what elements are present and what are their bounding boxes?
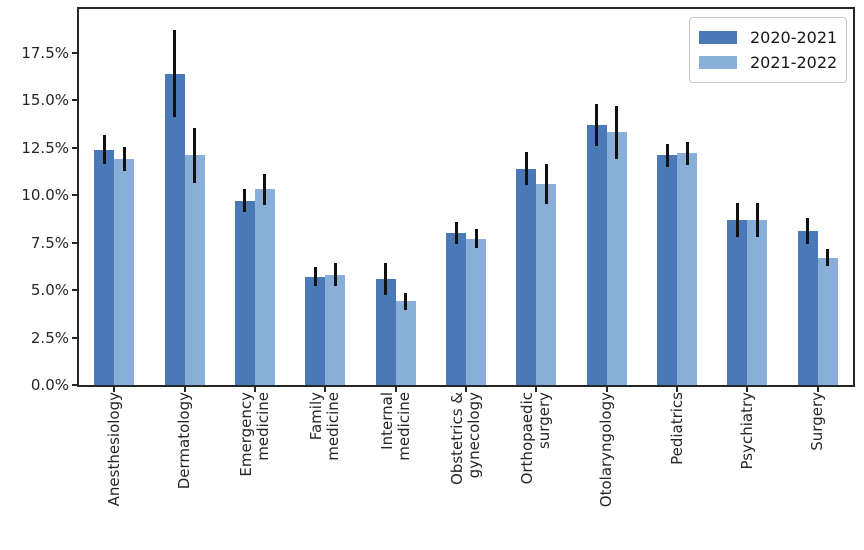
x-tick-label: Obstetrics & gynecology bbox=[448, 392, 483, 485]
x-tick-label: Orthopaedic surgery bbox=[518, 392, 554, 485]
error-bar bbox=[193, 127, 197, 183]
x-tick-label: Emergency medicine bbox=[236, 392, 272, 477]
bar-2021-2022-dermatology bbox=[184, 155, 205, 385]
bar-2020-2021-otolaryngology bbox=[586, 124, 607, 385]
x-tick-mark bbox=[253, 387, 256, 392]
bar-2020-2021-emergency-medicine bbox=[234, 200, 255, 385]
bar-2021-2022-anesthesiology bbox=[114, 159, 135, 385]
y-tick-mark bbox=[72, 336, 79, 339]
y-tick-label: 5.0% bbox=[30, 281, 69, 300]
bar-2021-2022-psychiatry bbox=[747, 219, 768, 385]
y-tick-mark bbox=[72, 146, 79, 149]
error-bar bbox=[263, 174, 267, 205]
x-tick-mark bbox=[113, 387, 116, 392]
x-tick-label: Surgery bbox=[808, 392, 827, 451]
y-tick-mark bbox=[72, 289, 79, 292]
y-tick-label: 17.5% bbox=[21, 43, 69, 62]
y-tick-label: 10.0% bbox=[21, 186, 69, 205]
bar-2020-2021-psychiatry bbox=[727, 219, 748, 385]
x-tick-label: Dermatology bbox=[175, 392, 194, 490]
x-tick-label: Psychiatry bbox=[737, 392, 756, 470]
error-bar bbox=[806, 217, 810, 245]
x-tick-label: Otolaryngology bbox=[597, 392, 616, 508]
y-tick-mark bbox=[72, 241, 79, 244]
error-bar bbox=[404, 292, 408, 310]
y-tick-label: 0.0% bbox=[30, 376, 69, 394]
y-tick-mark bbox=[72, 384, 79, 386]
legend: 2020-2021 2021-2022 bbox=[689, 17, 847, 83]
error-bar bbox=[122, 146, 126, 172]
error-bar bbox=[735, 202, 739, 237]
x-tick-label: Family medicine bbox=[307, 392, 343, 461]
error-bar bbox=[243, 189, 247, 213]
error-bar bbox=[665, 143, 669, 167]
error-bar bbox=[313, 267, 317, 287]
legend-swatch-2020-2021 bbox=[699, 31, 737, 44]
x-tick-label: Pediatrics bbox=[667, 392, 686, 465]
error-bar bbox=[685, 141, 689, 165]
error-bar bbox=[474, 229, 478, 249]
bar-2021-2022-internal-medicine bbox=[395, 301, 416, 385]
x-tick-mark bbox=[465, 387, 467, 392]
bar-2020-2021-internal-medicine bbox=[375, 278, 396, 385]
error-bar bbox=[333, 263, 337, 287]
error-bar bbox=[755, 202, 759, 237]
bar-2021-2022-emergency-medicine bbox=[254, 189, 275, 385]
bar-2020-2021-anesthesiology bbox=[94, 149, 115, 385]
error-bar bbox=[102, 135, 106, 164]
legend-item-2020-2021: 2020-2021 bbox=[699, 25, 837, 50]
y-tick-label: 7.5% bbox=[30, 233, 69, 252]
x-tick-mark bbox=[676, 387, 679, 392]
x-tick-mark bbox=[183, 387, 186, 392]
y-tick-mark bbox=[72, 99, 79, 102]
y-tick-mark bbox=[72, 194, 79, 197]
legend-label-2021-2022: 2021-2022 bbox=[750, 53, 838, 72]
error-bar bbox=[615, 105, 619, 159]
x-tick-label: Anesthesiology bbox=[104, 392, 123, 507]
bar-2021-2022-orthopaedic-surgery bbox=[536, 183, 557, 385]
y-tick-mark bbox=[72, 51, 79, 54]
error-bar bbox=[384, 262, 388, 295]
x-tick-mark bbox=[816, 387, 819, 392]
error-bar bbox=[454, 221, 458, 245]
x-tick-label: Internal medicine bbox=[377, 392, 413, 461]
bar-2020-2021-obstetrics-&-gynecology bbox=[446, 233, 466, 385]
bar-2020-2021-orthopaedic-surgery bbox=[516, 168, 537, 385]
x-tick-mark bbox=[535, 387, 538, 392]
bar-2021-2022-surgery bbox=[817, 257, 838, 385]
x-tick-mark bbox=[394, 387, 397, 392]
bar-2020-2021-pediatrics bbox=[657, 155, 678, 385]
bar-2021-2022-obstetrics-&-gynecology bbox=[466, 238, 486, 385]
error-bar bbox=[595, 103, 599, 146]
bar-2021-2022-family-medicine bbox=[325, 274, 346, 385]
y-tick-label: 15.0% bbox=[21, 91, 69, 110]
y-tick-label: 2.5% bbox=[30, 328, 69, 347]
legend-label-2020-2021: 2020-2021 bbox=[750, 28, 838, 47]
error-bar bbox=[826, 249, 830, 267]
x-tick-mark bbox=[746, 387, 749, 392]
bar-2020-2021-dermatology bbox=[164, 73, 185, 385]
x-tick-mark bbox=[605, 387, 608, 392]
error-bar bbox=[524, 152, 528, 185]
legend-item-2021-2022: 2021-2022 bbox=[699, 50, 837, 75]
bar-2021-2022-otolaryngology bbox=[606, 132, 627, 385]
x-tick-mark bbox=[324, 387, 327, 392]
y-tick-label: 12.5% bbox=[21, 138, 69, 157]
bar-2020-2021-surgery bbox=[797, 231, 818, 385]
error-bar bbox=[173, 29, 177, 118]
bar-2020-2021-family-medicine bbox=[305, 276, 326, 385]
legend-swatch-2021-2022 bbox=[699, 56, 737, 69]
error-bar bbox=[544, 163, 548, 204]
bar-2021-2022-pediatrics bbox=[677, 153, 698, 385]
